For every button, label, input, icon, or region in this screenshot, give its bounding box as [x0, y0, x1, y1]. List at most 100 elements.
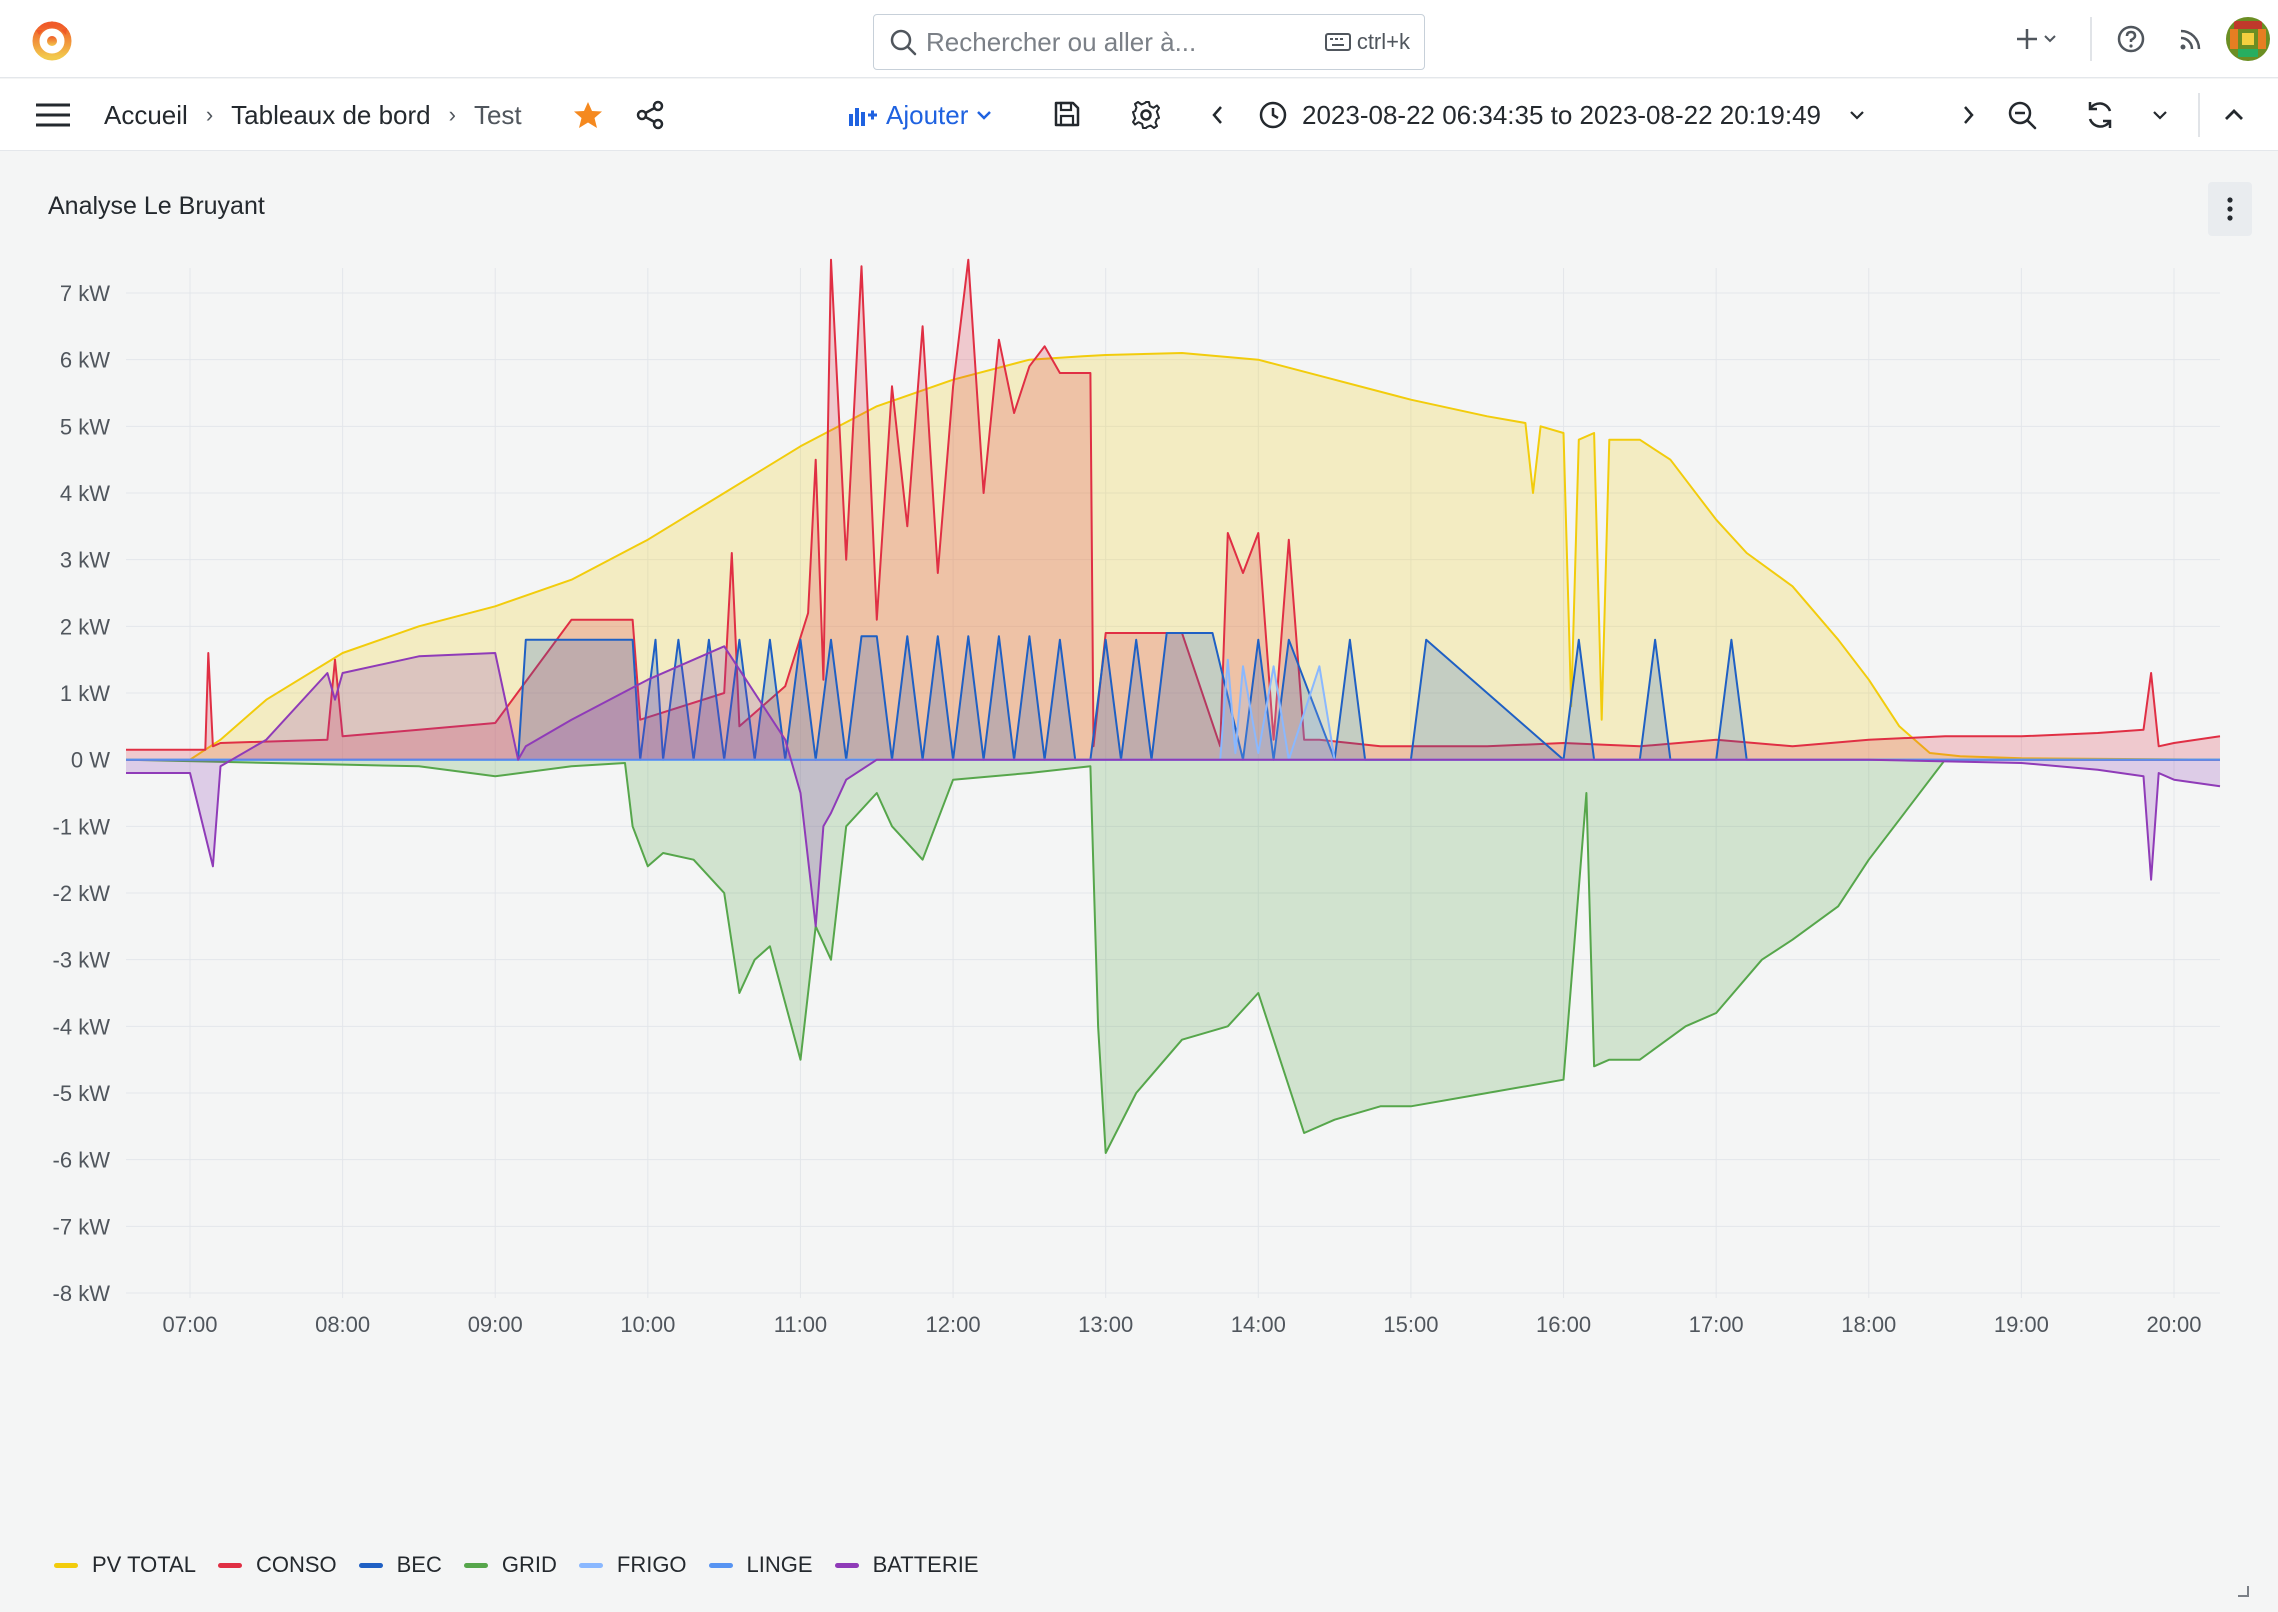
help-icon — [2117, 25, 2145, 53]
legend-label: CONSO — [255, 1552, 337, 1577]
legend-item[interactable]: GRID — [463, 1552, 557, 1578]
series-line — [125, 758, 2220, 1154]
panel-menu-button[interactable] — [2208, 182, 2252, 236]
y-tick-label: 4 kW — [60, 481, 110, 506]
refresh-interval-button[interactable] — [2150, 105, 2170, 130]
new-menu-button[interactable] — [1996, 25, 2076, 53]
series-conso — [126, 258, 2221, 760]
legend-label: BATTERIE — [872, 1552, 979, 1577]
menu-toggle-button[interactable] — [34, 99, 72, 136]
x-tick-label: 09:00 — [468, 1312, 523, 1337]
y-tick-label: 3 kW — [60, 548, 110, 573]
vertical-dots-icon — [2227, 197, 2233, 221]
legend-item[interactable]: BEC — [358, 1552, 442, 1578]
x-tick-label: 07:00 — [162, 1312, 217, 1337]
gear-icon — [1132, 101, 1160, 129]
y-axis: 7 kW 6 kW 5 kW 4 kW 3 kW 2 kW 1 kW 0 W -1 kW -2 k… — [53, 281, 111, 1306]
series-line — [126, 258, 2221, 751]
x-tick-label: 18:00 — [1841, 1312, 1896, 1337]
grafana-logo-icon[interactable] — [30, 18, 74, 62]
news-button[interactable] — [2156, 25, 2226, 53]
legend-swatch — [54, 1562, 78, 1568]
user-avatar[interactable] — [2226, 17, 2270, 61]
chevron-up-icon — [2225, 109, 2243, 120]
breadcrumb-current: Test — [473, 99, 522, 130]
series-line — [126, 658, 2220, 761]
legend-label: LINGE — [746, 1552, 813, 1577]
settings-button[interactable] — [1130, 99, 1162, 136]
series-grid — [125, 758, 2220, 1154]
timeseries-chart[interactable]: 7 kW 6 kW 5 kW 4 kW 3 kW 2 kW 1 kW 0 W -1 kW -2 k… — [4, 258, 2274, 1548]
legend-item[interactable]: CONSO — [217, 1552, 337, 1578]
x-tick-label: 17:00 — [1689, 1312, 1744, 1337]
time-range-label: 2023-08-22 06:34:35 to 2023-08-22 20:19:… — [1302, 99, 1821, 130]
chevron-down-icon — [2153, 111, 2167, 120]
x-tick-label: 12:00 — [926, 1312, 981, 1337]
y-tick-label: 7 kW — [60, 281, 110, 306]
legend-swatch — [834, 1562, 859, 1568]
keyboard-icon — [1324, 33, 1351, 51]
chart-grid — [126, 268, 2220, 1298]
legend-item[interactable]: LINGE — [708, 1552, 813, 1578]
legend-item[interactable]: PV TOTAL — [54, 1552, 196, 1578]
chevron-right-icon: › — [448, 102, 456, 127]
y-tick-label: -4 kW — [53, 1014, 111, 1039]
top-bar: Rechercher ou aller à... ctrl+k — [0, 0, 2278, 78]
chevron-right-icon: › — [205, 102, 214, 127]
help-button[interactable] — [2106, 24, 2156, 54]
breadcrumb: Accueil › Tableaux de bord › Test — [104, 79, 522, 151]
legend-label: FRIGO — [616, 1552, 687, 1577]
breadcrumb-dashboards[interactable]: Tableaux de bord — [231, 99, 431, 130]
add-button[interactable]: Ajouter — [848, 79, 1002, 151]
share-button[interactable] — [634, 99, 666, 136]
chart-series — [125, 258, 2221, 1154]
refresh-button[interactable] — [2084, 99, 2116, 136]
y-tick-label: -3 kW — [53, 948, 111, 973]
favorite-button[interactable] — [572, 99, 604, 136]
search-input[interactable]: Rechercher ou aller à... ctrl+k — [873, 14, 1425, 70]
zoom-out-button[interactable] — [2006, 99, 2038, 136]
breadcrumb-home[interactable]: Accueil — [104, 99, 188, 130]
legend-label: BEC — [396, 1552, 442, 1577]
hamburger-icon — [36, 103, 70, 127]
x-tick-label: 20:00 — [2146, 1312, 2201, 1337]
panel-title[interactable]: Analyse Le Bruyant — [48, 192, 265, 220]
legend-swatch — [578, 1562, 603, 1568]
legend-item[interactable]: FRIGO — [578, 1552, 687, 1578]
y-tick-label: 5 kW — [60, 414, 110, 439]
chevron-left-icon — [1212, 106, 1222, 124]
x-tick-label: 14:00 — [1231, 1312, 1286, 1337]
x-tick-label: 19:00 — [1994, 1312, 2049, 1337]
refresh-icon — [2088, 102, 2112, 128]
series-frigo — [126, 658, 2220, 761]
y-tick-label: -8 kW — [53, 1281, 111, 1306]
divider — [2198, 93, 2200, 137]
time-back-button[interactable] — [1206, 103, 1230, 132]
add-panel-icon — [849, 108, 877, 126]
series-area — [126, 759, 2220, 1153]
collapse-header-button[interactable] — [2222, 103, 2246, 132]
time-range-picker[interactable]: 2023-08-22 06:34:35 to 2023-08-22 20:19:… — [1258, 79, 1881, 151]
legend-item[interactable]: BATTERIE — [834, 1552, 979, 1578]
zoom-out-icon — [2008, 101, 2037, 130]
share-icon — [636, 100, 664, 130]
x-tick-label: 13:00 — [1078, 1312, 1133, 1337]
y-tick-label: 2 kW — [60, 614, 110, 639]
y-tick-label: -1 kW — [53, 814, 111, 839]
y-tick-label: 1 kW — [60, 681, 110, 706]
add-button-label: Ajouter — [886, 99, 969, 130]
y-tick-label: -5 kW — [53, 1081, 111, 1106]
resize-handle-icon[interactable] — [2236, 1584, 2250, 1598]
x-tick-label: 08:00 — [315, 1312, 370, 1337]
series-area — [126, 353, 2220, 760]
chevron-down-icon — [2044, 35, 2056, 43]
time-forward-button[interactable] — [1956, 103, 1980, 132]
legend-swatch — [708, 1562, 733, 1568]
save-dashboard-button[interactable] — [1052, 99, 1082, 134]
save-icon — [1054, 101, 1080, 127]
rss-icon — [2180, 29, 2201, 50]
y-tick-label: -7 kW — [53, 1214, 111, 1239]
y-tick-label: 0 W — [71, 748, 110, 773]
x-tick-label: 15:00 — [1383, 1312, 1438, 1337]
legend-swatch — [358, 1562, 383, 1568]
